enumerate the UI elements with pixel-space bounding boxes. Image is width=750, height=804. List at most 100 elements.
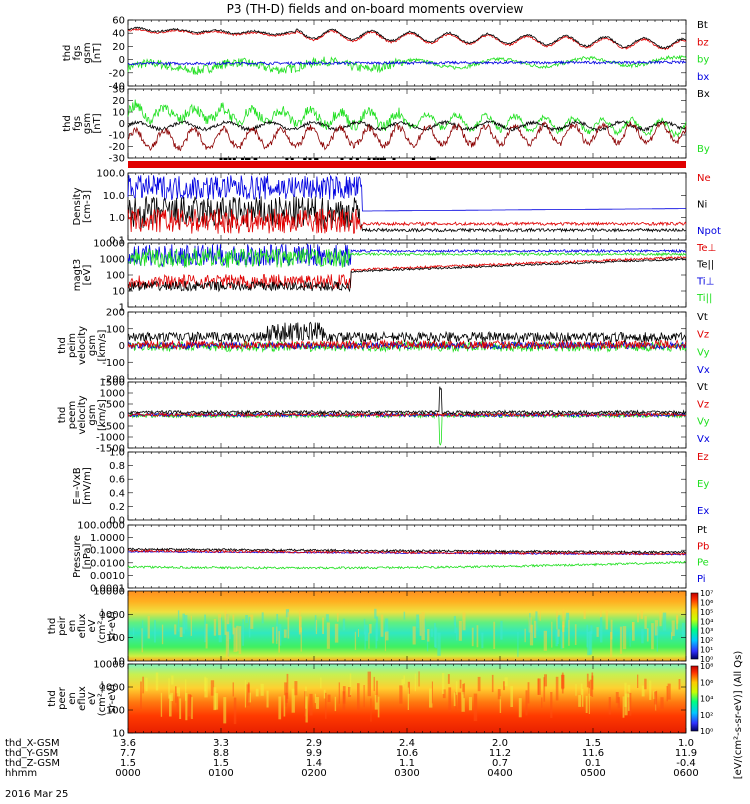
heatmap-streak (568, 619, 570, 646)
y-tick-label: 1 (119, 303, 125, 314)
heatmap-peer-flux (128, 664, 686, 733)
status-mark (285, 158, 289, 160)
heatmap-streak (456, 627, 458, 641)
y-axis-label: thd (57, 407, 68, 424)
heatmap-streak (429, 688, 433, 708)
heatmap-streak (370, 698, 372, 722)
heatmap-streak (325, 614, 329, 622)
y-tick-label: 0.6 (109, 475, 125, 486)
heatmap-streak (176, 693, 179, 712)
y-tick-label: 1000 (100, 610, 125, 621)
heatmap-streak (622, 626, 627, 650)
axis-row-value: 1.5 (213, 758, 229, 769)
status-mark (432, 158, 436, 160)
heatmap-streak (238, 626, 242, 654)
heatmap-streak (556, 610, 558, 630)
heatmap-streak (632, 622, 635, 641)
y-axis-label: [mV/m] (82, 467, 93, 505)
y-tick-label: 0.1000 (90, 546, 125, 557)
heatmap-streak (562, 625, 565, 649)
y-axis-label: thd (47, 618, 58, 635)
heatmap-streak (587, 631, 591, 656)
heatmap-streak (646, 628, 649, 642)
y-tick-label: 60 (112, 16, 125, 27)
heatmap-streak (551, 621, 553, 648)
heatmap-streak (175, 686, 177, 703)
heatmap-streak (369, 624, 372, 634)
heatmap-streak (473, 693, 478, 722)
heatmap-streak (266, 690, 269, 708)
y-axis-label: fgs (72, 45, 83, 60)
colorbar-tick-label: 10² (700, 636, 713, 645)
y-tick-label: 1000 (100, 389, 125, 400)
y-axis-label: en (67, 620, 78, 633)
heatmap-streak (334, 623, 339, 643)
colorbar-tick-label: 10⁵ (700, 608, 713, 617)
y-tick-label: 1500 (100, 378, 125, 389)
heatmap-streak (527, 682, 530, 704)
panel-frame (127, 524, 687, 589)
axis-row-value: 0.7 (492, 758, 508, 769)
heatmap-streak (300, 627, 302, 652)
heatmap-streak (226, 613, 230, 625)
line-Vz (127, 411, 687, 418)
status-mark (349, 158, 353, 160)
heatmap-streak (276, 626, 278, 644)
y-tick-label: 200 (106, 308, 125, 319)
heatmap-streak (154, 620, 156, 643)
line-Pe (127, 560, 687, 570)
heatmap-streak (599, 609, 602, 619)
heatmap-streak (458, 620, 462, 641)
y-tick-label: 20 (112, 96, 125, 107)
panel-fgs-gsm: 60 40 20 0 -20 -40 thd fgs gsm [nT] Bt bz by bx (62, 16, 709, 93)
heatmap-streak (155, 672, 159, 691)
heatmap-streak (342, 686, 346, 704)
heatmap-streak (272, 627, 275, 644)
y-axis-label: [km/s] (97, 329, 108, 361)
y-tick-label: 0 (119, 411, 125, 422)
heatmap-streak (628, 693, 630, 711)
heatmap-streak (174, 624, 177, 635)
heatmap-streak (376, 680, 378, 703)
y-tick-label: -40 (109, 82, 125, 93)
heatmap-streak (610, 632, 613, 658)
axis-row-value: 0.1 (585, 758, 601, 769)
heatmap-streak (562, 621, 565, 632)
legend-entry: bz (697, 37, 709, 48)
y-axis-label: [nT] (92, 113, 103, 133)
heatmap-streak (179, 698, 182, 719)
heatmap-streak (294, 681, 298, 696)
heatmap-streak (462, 684, 465, 695)
y-axis-label: (cm²-s- (97, 680, 108, 716)
axis-row-value: 1.1 (399, 758, 415, 769)
heatmap-streak (605, 610, 608, 630)
heatmap-streak (161, 624, 164, 645)
heatmap-streak (185, 679, 187, 701)
y-tick-label: 0.2 (109, 502, 125, 513)
heatmap-streak (218, 614, 221, 636)
legend-entry: bx (697, 72, 709, 83)
y-tick-label: 10 (112, 287, 125, 298)
legend-entry: Pe (697, 558, 709, 569)
y-tick-label: 1.0 (109, 448, 125, 459)
heatmap-streak (363, 685, 365, 708)
heatmap-streak (481, 632, 484, 649)
heatmap-streak (580, 683, 583, 695)
y-axis-label: [cm-3] (82, 190, 93, 223)
heatmap-streak (500, 620, 503, 640)
heatmap-streak (468, 697, 472, 711)
heatmap-streak (641, 628, 644, 644)
legend-entry: Ti⊥ (696, 276, 714, 287)
heatmap-streak (320, 677, 322, 689)
y-tick-label: 1000 (100, 255, 125, 266)
heatmap-streak (260, 683, 264, 696)
colorbar-peer-flux (690, 665, 699, 732)
heatmap-streak (224, 609, 227, 635)
y-axis-label: peem (67, 401, 78, 429)
heatmap-streak (286, 673, 289, 699)
axis-row-value: 11.6 (582, 748, 604, 759)
heatmap-streak (419, 614, 422, 636)
heatmap-streak (204, 676, 207, 692)
heatmap-streak (228, 622, 231, 640)
